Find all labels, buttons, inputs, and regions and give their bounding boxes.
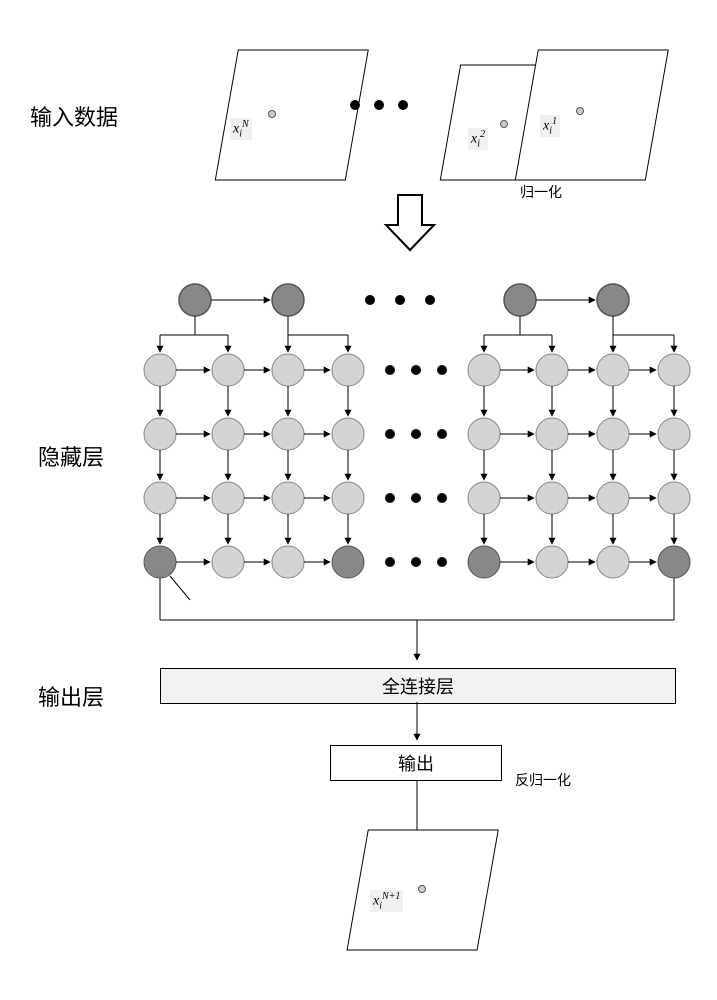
card-label-Np1: xiN+1 bbox=[370, 890, 403, 912]
arrow-fc-out bbox=[410, 700, 430, 750]
output-card bbox=[320, 820, 540, 970]
nn-architecture-diagram: 输入数据 隐藏层 输出层 xiN xi2 xi1 归一化 bbox=[20, 20, 697, 980]
hidden-network bbox=[20, 20, 697, 720]
denormalize-note: 反归一化 bbox=[515, 770, 571, 790]
fc-box: 全连接层 bbox=[160, 668, 676, 704]
card-dot-out bbox=[418, 885, 426, 893]
output-box: 输出 bbox=[330, 745, 502, 781]
